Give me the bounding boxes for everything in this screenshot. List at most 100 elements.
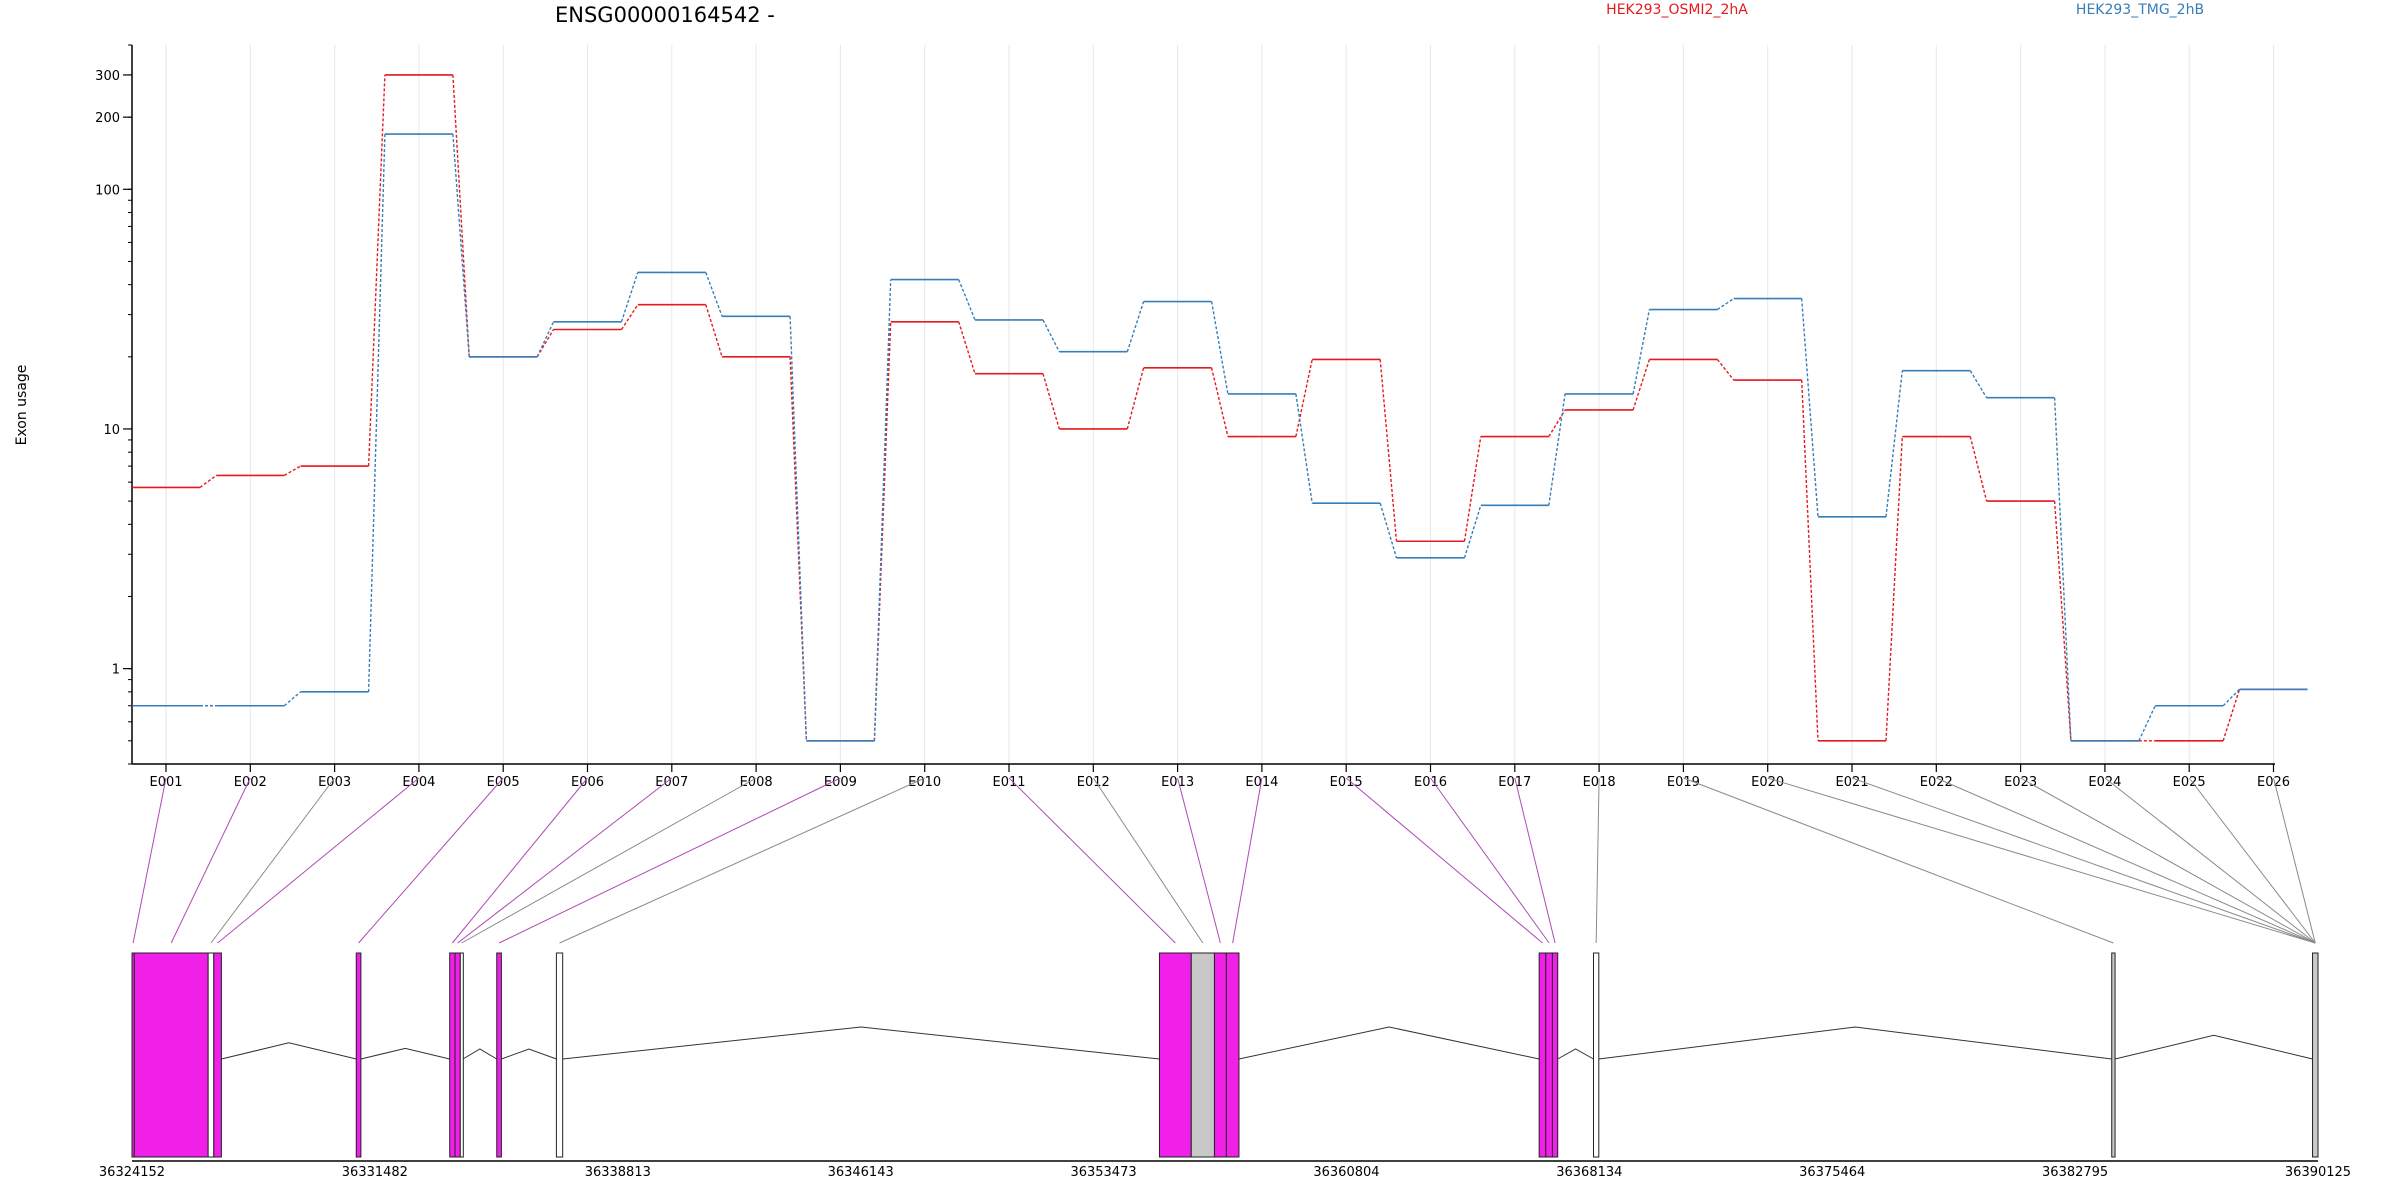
exon-connector <box>2188 777 2316 944</box>
exon-transition-line <box>1463 436 1482 542</box>
exon-transition-line <box>620 304 639 330</box>
intron-line <box>501 1048 557 1060</box>
exon-transition-line <box>1126 301 1145 352</box>
x-tick-label: E011 <box>992 775 1025 790</box>
exon-connector <box>210 777 336 944</box>
exon-transition-line <box>1548 393 1566 506</box>
exon-box <box>1538 952 1547 1158</box>
x-tick-label: E008 <box>740 775 773 790</box>
exon-transition-line <box>1969 436 1988 502</box>
exon-transition-line <box>1042 319 1060 353</box>
x-tick-label: E021 <box>1835 775 1868 790</box>
exon-transition-line <box>1885 436 1903 741</box>
exon-connector-lines <box>132 777 2316 944</box>
exon-box <box>207 952 215 1158</box>
x-tick-label: E026 <box>2257 775 2290 790</box>
exon-connector <box>498 777 841 944</box>
exon-box <box>1225 952 1240 1158</box>
legend-entry: HEK293_TMG_2hB <box>2076 2 2204 18</box>
exon-transition-line <box>705 272 723 317</box>
coordinate-tick-label: 36360804 <box>1313 1165 1379 1180</box>
exon-connector <box>2020 777 2316 944</box>
exon-box <box>555 952 564 1158</box>
exon-box <box>496 952 502 1158</box>
exon-connector <box>1008 777 1176 944</box>
x-tick-label: E013 <box>1161 775 1194 790</box>
exon-transition-line <box>1042 373 1060 430</box>
exon-connector <box>1514 777 1556 944</box>
series-group <box>132 74 2308 742</box>
coordinate-tick-label: 36353473 <box>1070 1165 1136 1180</box>
exon-transition-line <box>1295 393 1313 504</box>
intron-line <box>221 1042 357 1060</box>
genomic-coordinate-axis: 36324152 36331482 36338813 36346143 36353473… <box>99 1160 2351 1180</box>
y-axis: 1 10 100 200 300 <box>95 44 133 765</box>
exon-transition-line <box>536 321 555 358</box>
exon-transition-line <box>2222 688 2240 707</box>
exon-transition-line <box>2053 397 2072 741</box>
exon-connector <box>1767 777 2316 944</box>
legend: HEK293_OSMI2_2hA HEK293_TMG_2hB <box>1606 2 2204 18</box>
intron-line <box>2114 1034 2313 1060</box>
x-tick-label: E007 <box>655 775 688 790</box>
exon-transition-line <box>283 465 301 477</box>
coordinate-tick-label: 36338813 <box>585 1165 651 1180</box>
exon-transition-line <box>958 279 976 321</box>
exon-transition-line <box>1126 367 1145 430</box>
exon-transition-line <box>1295 359 1313 437</box>
exon-connector <box>1595 777 1600 944</box>
exon-transition-line <box>2222 689 2241 741</box>
x-tick-label: E022 <box>1920 775 1953 790</box>
exon-connector <box>559 777 925 944</box>
exon-transition-line <box>1379 503 1398 559</box>
exon-connector <box>461 777 757 944</box>
y-tick-label: 10 <box>103 423 120 438</box>
exon-connector <box>358 777 504 944</box>
exon-transition-line <box>452 74 470 357</box>
exon-transition-line <box>958 321 976 374</box>
coordinate-tick-label: 36382795 <box>2042 1165 2108 1180</box>
x-tick-label: E015 <box>1330 775 1363 790</box>
exon-connector <box>1177 777 1221 944</box>
exon-transition-line <box>199 474 217 489</box>
exon-transition-line <box>1632 359 1651 411</box>
coordinate-tick-label: 36324152 <box>99 1165 165 1180</box>
exon-connector <box>1092 777 1204 944</box>
y-tick-label: 100 <box>95 183 120 198</box>
exon-connector <box>1683 777 2114 944</box>
x-tick-label: E014 <box>1245 775 1278 790</box>
exon-box <box>1158 952 1192 1158</box>
exon-transition-line <box>452 134 470 357</box>
y-tick-label: 200 <box>95 111 120 126</box>
series-group <box>132 133 2308 742</box>
exon-transition-line <box>1801 380 1819 741</box>
exon-transition-line <box>1379 359 1398 542</box>
y-tick-label: 1 <box>112 663 120 678</box>
exon-transition-line <box>705 304 723 358</box>
x-tick-label: E019 <box>1667 775 1700 790</box>
exon-connector <box>170 777 251 944</box>
exon-transition-line <box>1717 297 1735 311</box>
x-tick-label: E006 <box>571 775 604 790</box>
x-tick-label: E001 <box>149 775 182 790</box>
intron-line <box>360 1047 450 1060</box>
exon-transition-line <box>789 316 808 741</box>
intron-line <box>1557 1048 1594 1060</box>
exon-box <box>459 952 464 1158</box>
x-tick-label: E024 <box>2088 775 2121 790</box>
exon-connector <box>451 777 588 944</box>
x-tick-label: E005 <box>487 775 520 790</box>
exon-transition-line <box>1716 359 1735 381</box>
exon-box <box>2312 952 2319 1158</box>
coordinate-tick-label: 36368134 <box>1556 1165 1622 1180</box>
exon-connector <box>1851 777 2316 944</box>
exon-box <box>1213 952 1227 1158</box>
x-tick-label: E020 <box>1751 775 1784 790</box>
x-tick-label: E023 <box>2004 775 2037 790</box>
exon-box <box>449 952 456 1158</box>
exon-transition-line <box>1885 370 1903 517</box>
exon-box <box>1545 952 1553 1158</box>
exon-box <box>355 952 362 1158</box>
exon-box <box>1190 952 1215 1158</box>
